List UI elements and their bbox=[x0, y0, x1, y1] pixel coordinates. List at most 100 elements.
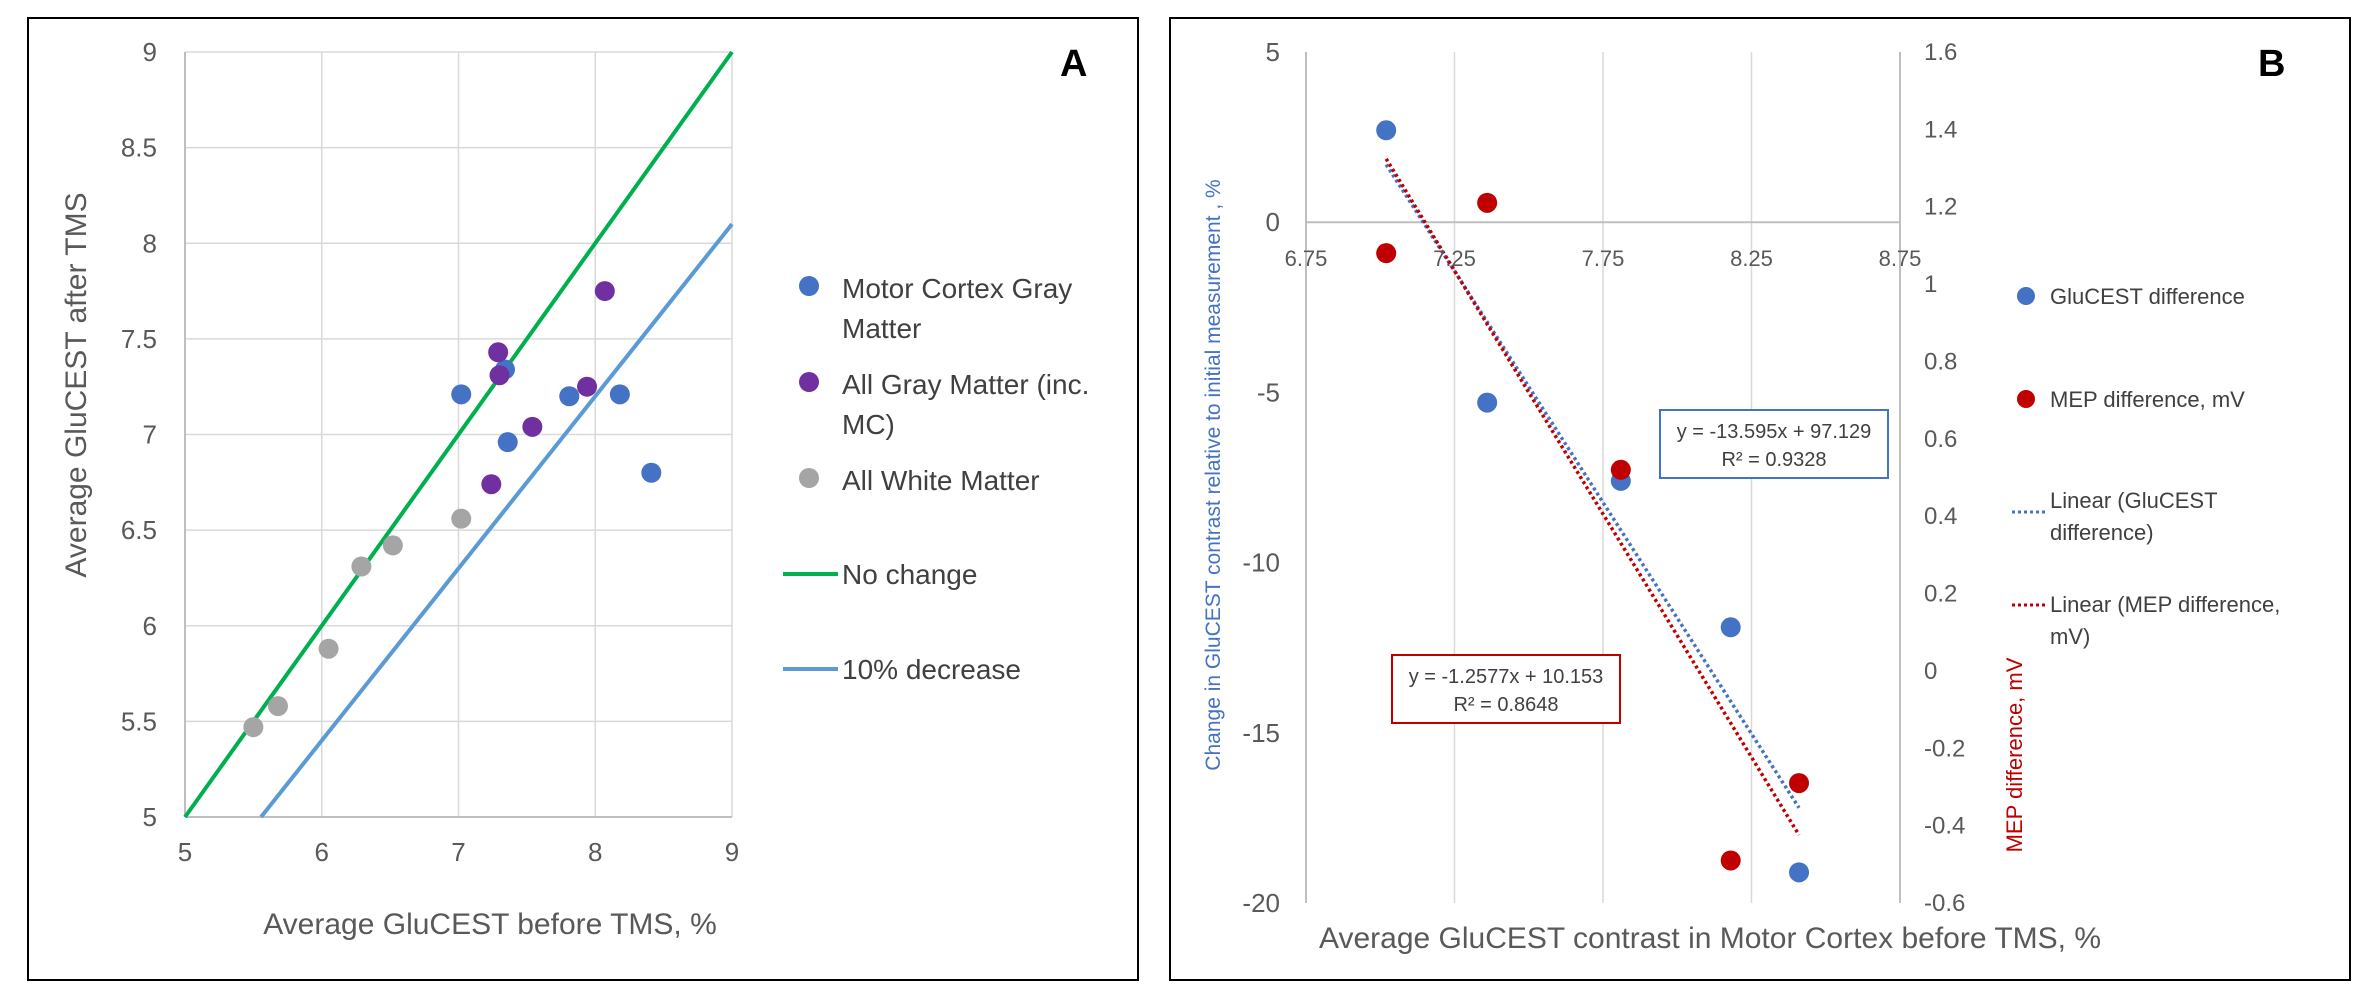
panel-a-point bbox=[267, 696, 288, 717]
panel-b-left-y-axis-title: Change in GluCEST contrast relative to i… bbox=[1202, 179, 1225, 770]
panel-b-right-y-tick-label: 1.4 bbox=[1924, 116, 1957, 143]
panel-a-y-axis-title: Average GluCEST after TMS bbox=[60, 192, 93, 577]
panel-b-legend-label: difference) bbox=[2050, 520, 2154, 545]
panel-a-point bbox=[641, 462, 662, 483]
panel-a-legend-label: Matter bbox=[842, 313, 921, 344]
panel-a-point bbox=[577, 376, 598, 397]
panel-a-frame bbox=[27, 17, 1139, 981]
panel-b-equation-box bbox=[1659, 409, 1889, 479]
panel-a-point bbox=[594, 281, 615, 302]
panel-a-x-tick-label: 5 bbox=[178, 837, 192, 867]
panel-a-gridlines bbox=[184, 51, 733, 818]
panel-a-y-tick-label: 8.5 bbox=[121, 133, 157, 163]
panel-b-left-y-tick-label: -15 bbox=[1242, 718, 1280, 748]
panel-b-tick-labels: 6.75 7.25 7.75 8.25 8.75 5 0 -5 -10 -15 -20 1.6 1.4 1… bbox=[1242, 37, 1965, 918]
panel-a-x-tick-label: 8 bbox=[588, 837, 602, 867]
panel-b-right-y-tick-label: 0 bbox=[1924, 658, 1937, 685]
panel-b-point bbox=[1789, 862, 1810, 883]
panel-b-point bbox=[1477, 192, 1498, 213]
panel-b-point bbox=[1789, 773, 1810, 794]
panel-a-y-tick-label: 6 bbox=[143, 611, 157, 641]
panel-a-point bbox=[488, 342, 509, 363]
panel-a-legend-marker bbox=[799, 468, 819, 488]
panel-a-legend-marker bbox=[799, 276, 819, 296]
panel-a-point bbox=[609, 384, 630, 405]
panel-b-legend-label: mV) bbox=[2050, 624, 2090, 649]
panel-a-y-tick-label: 8 bbox=[143, 228, 157, 258]
panel-b-right-y-tick-label: -0.6 bbox=[1924, 890, 1965, 917]
panel-b-axes bbox=[1305, 52, 1901, 903]
panel-b-legend-label: MEP difference, mV bbox=[2050, 387, 2245, 412]
panel-a-line-no-change bbox=[183, 50, 734, 819]
panel-b-trendlines bbox=[1384, 157, 1801, 836]
panel-a-reference-lines bbox=[183, 50, 734, 819]
panel-a-point bbox=[243, 717, 264, 738]
panel-a-x-tick-label: 9 bbox=[725, 837, 739, 867]
panel-b-right-y-tick-label: 0.6 bbox=[1924, 426, 1957, 453]
panel-a-axes bbox=[184, 52, 732, 818]
panel-a-label: A bbox=[1060, 43, 1087, 85]
panel-a-point bbox=[382, 535, 403, 556]
panel-b-legend-marker bbox=[2017, 390, 2035, 408]
panel-b-point bbox=[1720, 850, 1741, 871]
panel-b-x-tick-label: 7.75 bbox=[1582, 246, 1625, 271]
panel-a-point bbox=[318, 638, 339, 659]
panel-b-legend-marker bbox=[2017, 287, 2035, 305]
panel-b-legend-label: GluCEST difference bbox=[2050, 284, 2245, 309]
panel-b-left-y-tick-label: 0 bbox=[1266, 207, 1280, 237]
panel-b-right-y-tick-label: -0.2 bbox=[1924, 735, 1965, 762]
panel-b-r-squared-text: R² = 0.9328 bbox=[1721, 449, 1826, 471]
panel-b-r-squared-text: R² = 0.8648 bbox=[1453, 694, 1558, 716]
panel-a-point bbox=[497, 432, 518, 453]
panel-a-y-tick-label: 9 bbox=[143, 37, 157, 67]
panel-a-x-tick-label: 6 bbox=[315, 837, 329, 867]
panel-b-left-y-tick-label: 5 bbox=[1266, 37, 1280, 67]
panel-a-legend-label: No change bbox=[842, 559, 977, 590]
panel-a-legend-label: All White Matter bbox=[842, 465, 1040, 496]
panel-b-right-y-tick-label: -0.4 bbox=[1924, 813, 1965, 840]
panel-a-tick-labels: 5 6 7 8 9 5 5.5 6 6.5 7 7.5 8 8.5 9 bbox=[121, 37, 739, 867]
panel-a-point bbox=[351, 556, 372, 577]
panel-b-point bbox=[1720, 617, 1741, 638]
panel-b-left-y-tick-label: -10 bbox=[1242, 548, 1280, 578]
panel-b-right-y-tick-label: 1 bbox=[1924, 271, 1937, 298]
panel-a-legend-label: All Gray Matter (inc. bbox=[842, 369, 1089, 400]
panel-a-point bbox=[522, 416, 543, 437]
panel-b-right-y-tick-label: 1.6 bbox=[1924, 39, 1957, 66]
panel-b-x-axis-title: Average GluCEST contrast in Motor Cortex… bbox=[1319, 922, 2101, 955]
panel-b-x-tick-label: 6.75 bbox=[1285, 246, 1328, 271]
panel-a-legend: Motor Cortex Gray Matter All Gray Matter (… bbox=[783, 273, 1089, 685]
panel-a-point bbox=[489, 365, 510, 386]
panel-b-right-y-axis-title: MEP difference, mV bbox=[2002, 657, 2027, 852]
panel-a-legend-label: Motor Cortex Gray bbox=[842, 273, 1072, 304]
panel-b-right-y-tick-label: 0.4 bbox=[1924, 503, 1957, 530]
panel-b-left-y-tick-label: -20 bbox=[1242, 888, 1280, 918]
panel-b-equation-boxes: y = -13.595x + 97.129 R² = 0.9328 y = -1.2… bbox=[1391, 409, 1889, 724]
panel-a-x-axis-title: Average GluCEST before TMS, % bbox=[263, 908, 717, 941]
panel-a-points bbox=[243, 281, 662, 738]
panel-b-points bbox=[1376, 120, 1810, 883]
panel-a-y-tick-label: 5 bbox=[143, 802, 157, 832]
panel-a-point bbox=[559, 386, 580, 407]
panel-b-x-tick-label: 7.25 bbox=[1433, 246, 1476, 271]
panel-b-right-y-tick-label: 0.8 bbox=[1924, 348, 1957, 375]
panel-a-y-tick-label: 5.5 bbox=[121, 706, 157, 736]
panel-a-point bbox=[451, 384, 472, 405]
panel-b-frame bbox=[1169, 17, 2351, 981]
panel-a-y-tick-label: 7 bbox=[143, 420, 157, 450]
panel-b-point bbox=[1376, 120, 1397, 141]
panel-a-legend-label: MC) bbox=[842, 409, 895, 440]
panel-b-point bbox=[1477, 392, 1498, 413]
panel-b-point bbox=[1610, 459, 1631, 480]
panel-b-equation-box bbox=[1391, 654, 1621, 724]
panel-b-legend: GluCEST difference MEP difference, mV Line… bbox=[2012, 284, 2280, 649]
panel-b-x-tick-label: 8.75 bbox=[1879, 246, 1922, 271]
panel-a-point bbox=[481, 474, 502, 495]
panel-b-x-tick-label: 8.25 bbox=[1730, 246, 1773, 271]
panel-b-label: B bbox=[2258, 43, 2285, 85]
panel-b-right-y-tick-label: 1.2 bbox=[1924, 194, 1957, 221]
panel-b-legend-label: Linear (GluCEST bbox=[2050, 488, 2218, 513]
panel-b-point bbox=[1376, 243, 1397, 264]
panel-b-left-y-tick-label: -5 bbox=[1257, 377, 1280, 407]
